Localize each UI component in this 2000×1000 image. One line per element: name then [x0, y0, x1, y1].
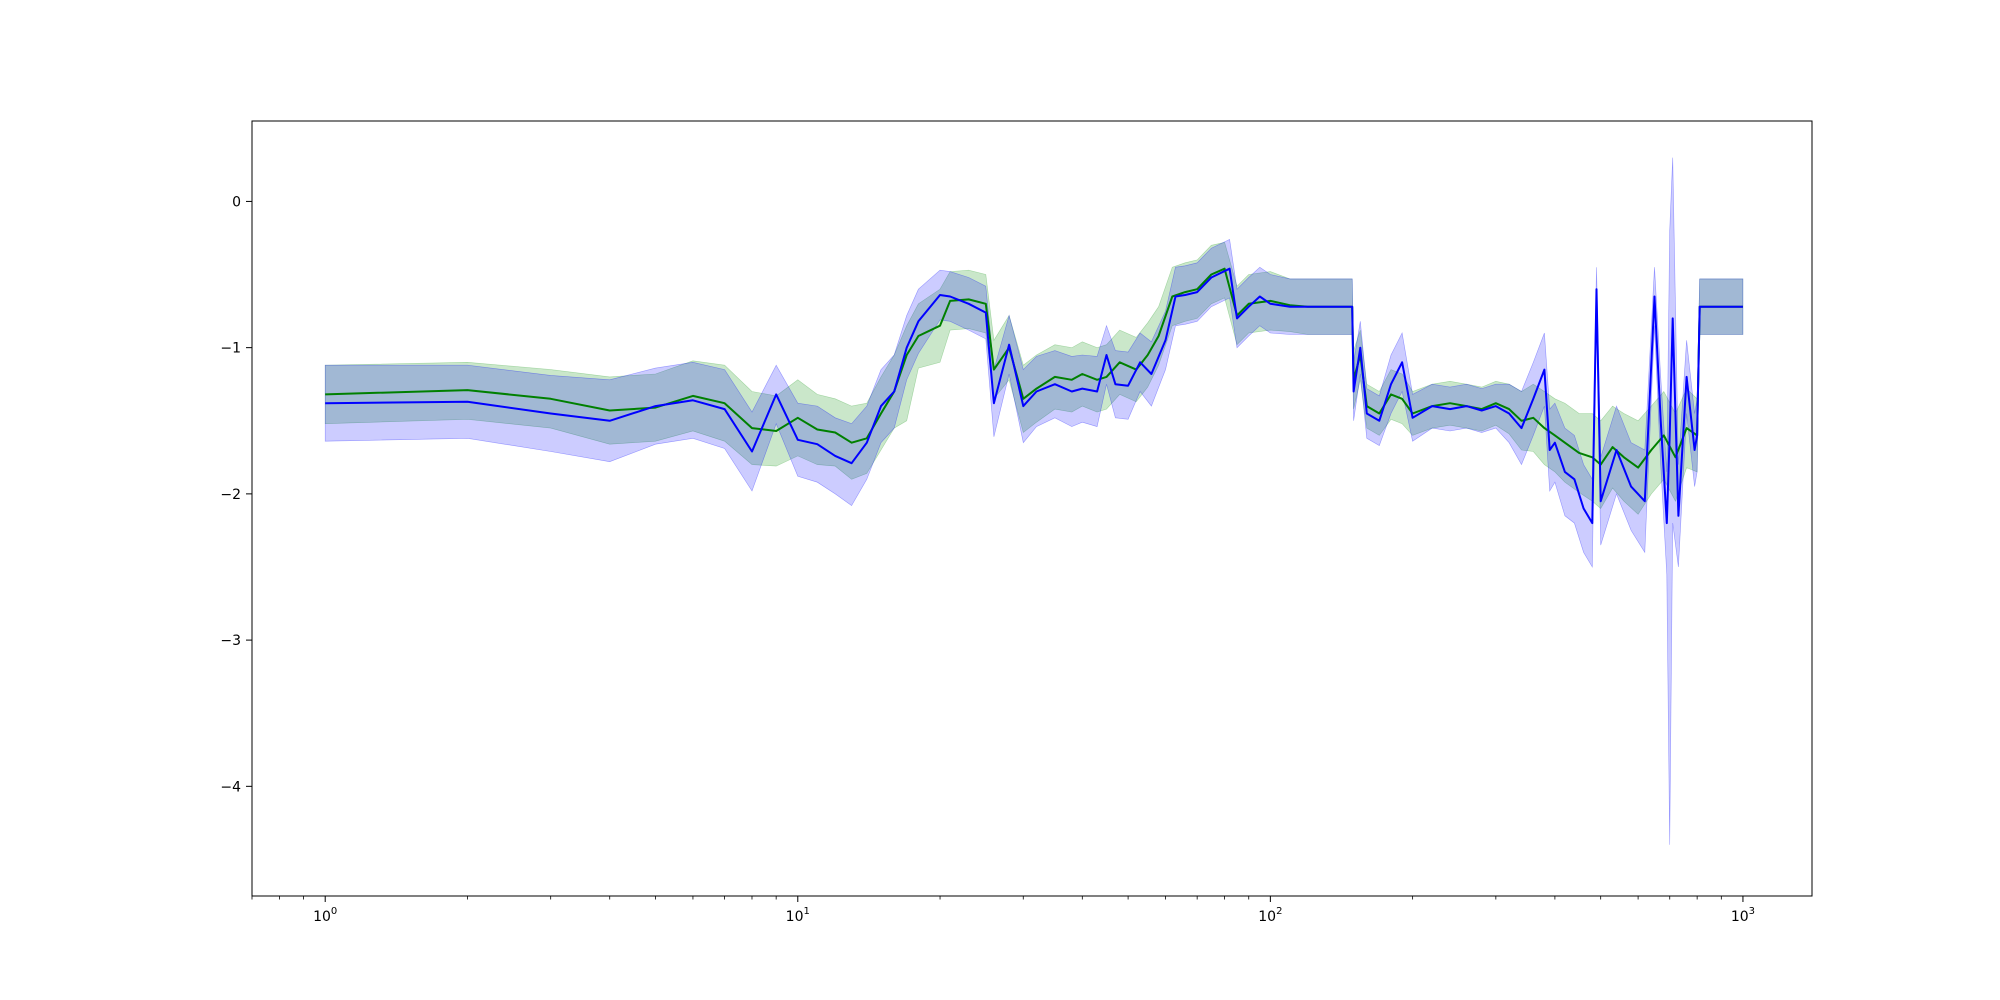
series-lines — [325, 267, 1743, 525]
x-tick-label: 103 — [1731, 906, 1755, 925]
series-1-line — [325, 267, 1743, 469]
plot-frame — [251, 120, 1813, 897]
plot-background — [252, 121, 1812, 896]
y-tick-label: −4 — [220, 779, 241, 795]
series-2-line — [325, 267, 1743, 525]
y-tick-label: 0 — [232, 194, 241, 210]
y-tick-label: −1 — [220, 341, 241, 357]
series-1-band — [324, 242, 1744, 515]
x-axis: 100 101 102 103 — [251, 896, 1755, 925]
x-tick-label: 102 — [1258, 906, 1282, 925]
x-tick-label: 101 — [786, 906, 810, 925]
y-tick-label: −3 — [220, 633, 241, 649]
y-tick-label: −2 — [220, 487, 241, 503]
series-2-band — [324, 157, 1744, 845]
confidence-bands — [324, 157, 1744, 845]
y-axis: 0 −1 −2 −3 −4 — [220, 194, 252, 795]
x-tick-label: 100 — [313, 906, 337, 925]
